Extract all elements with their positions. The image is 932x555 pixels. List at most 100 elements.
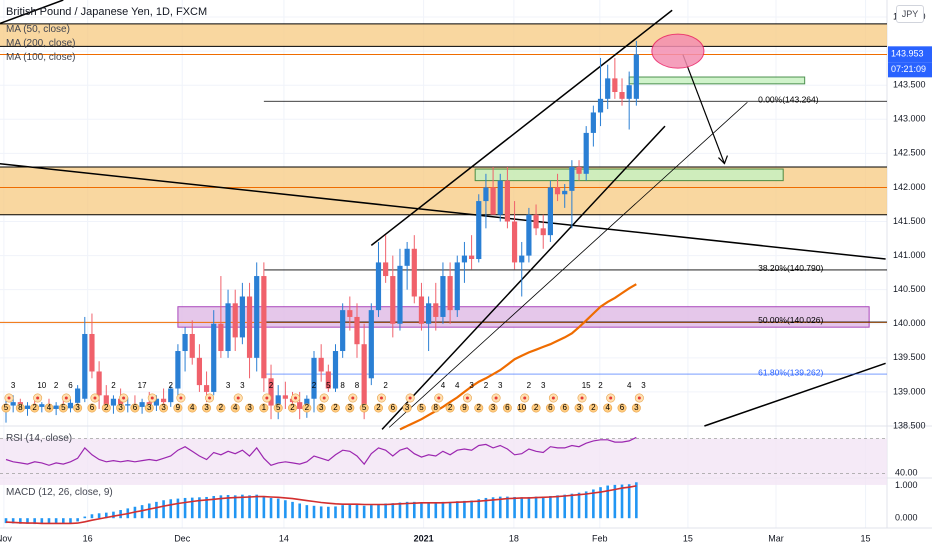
event-marker-dot <box>208 396 212 400</box>
candle-body <box>361 344 367 406</box>
event-marker-label: 5 <box>61 403 66 412</box>
event-marker <box>1 403 11 413</box>
event-marker <box>202 403 212 413</box>
event-count-label: 10 <box>37 381 46 390</box>
event-marker-dot <box>494 396 498 400</box>
event-count-label: 2 <box>269 381 274 390</box>
macd-histogram-bar <box>420 502 423 519</box>
macd-histogram-bar <box>262 495 266 519</box>
legend-ma-200[interactable]: MA (200, close) <box>6 38 76 49</box>
macd-histogram-bar <box>549 495 552 519</box>
candle-body <box>440 276 446 317</box>
macd-histogram-bar <box>370 505 373 519</box>
event-count-label: 3 <box>541 381 546 390</box>
event-marker-label: 4 <box>605 403 610 412</box>
event-count-label: 3 <box>240 381 245 390</box>
candle-body <box>375 262 382 311</box>
candle-body <box>196 357 203 386</box>
candle-body <box>254 276 260 358</box>
legend-macd[interactable]: MACD (12, 26, close, 9) <box>6 487 113 498</box>
event-marker <box>402 403 412 413</box>
event-marker-label: 2 <box>448 403 453 412</box>
macd-histogram-bar <box>40 518 44 524</box>
event-count-label: 2 <box>54 381 59 390</box>
macd-histogram-bar <box>62 518 65 524</box>
event-marker-dot <box>322 396 326 400</box>
candle-body <box>225 303 231 352</box>
candle-body <box>67 402 74 409</box>
event-count-label: 3 <box>498 381 503 390</box>
event-marker-dot <box>236 396 240 400</box>
time-tick-label: 2021 <box>414 533 434 543</box>
event-marker <box>73 403 83 413</box>
event-marker-label: 3 <box>161 403 166 412</box>
candle-body <box>597 98 604 113</box>
candle-body <box>39 404 45 407</box>
event-marker <box>631 403 641 413</box>
candle-body <box>160 398 167 403</box>
macd-histogram-bar <box>341 505 344 519</box>
candle-body <box>533 214 539 229</box>
macd-histogram-bar <box>398 502 402 519</box>
price-tick-label: 143.000 <box>893 114 926 124</box>
event-marker-label: 3 <box>118 403 123 412</box>
event-marker <box>316 403 326 413</box>
last-price-label: 143.953 <box>891 49 924 59</box>
candle-body <box>619 92 625 99</box>
candle-body <box>476 201 482 260</box>
macd-histogram-bar <box>169 499 173 519</box>
macd-histogram-bar <box>47 518 51 524</box>
macd-signal-line <box>5 485 637 525</box>
event-marker-label: 6 <box>548 403 553 412</box>
event-count-label: 8 <box>355 381 360 390</box>
candle-body <box>168 388 174 403</box>
candle-body <box>562 190 568 195</box>
event-count-label: 3 <box>641 381 646 390</box>
event-marker-label: 4 <box>233 403 238 412</box>
macd-histogram-bar <box>355 504 359 519</box>
projection-arrow <box>682 54 726 164</box>
event-marker <box>130 403 140 413</box>
candle-body <box>282 395 288 399</box>
legend-ma-100[interactable]: MA (100, close) <box>6 52 76 63</box>
candle-body <box>275 395 281 406</box>
time-tick-label: 14 <box>279 533 289 543</box>
macd-histogram-bar <box>334 506 337 519</box>
event-marker-label: 6 <box>391 403 396 412</box>
macd-histogram-bar <box>384 503 387 519</box>
candle-body <box>547 187 553 236</box>
macd-histogram-bar <box>520 497 524 519</box>
event-count-label: 2 <box>484 381 489 390</box>
macd-histogram-bar <box>90 514 94 519</box>
event-marker <box>502 403 512 413</box>
event-count-label: 2 <box>598 381 603 390</box>
macd-histogram-bar <box>104 512 108 519</box>
macd-histogram-bar <box>541 496 545 519</box>
price-tick-label: 140.500 <box>893 284 926 294</box>
macd-histogram-bar <box>241 494 244 519</box>
last-price-tag <box>888 46 932 63</box>
event-marker-label: 5 <box>362 403 367 412</box>
macd-histogram-bar <box>620 484 624 519</box>
event-count-label: 4 <box>627 381 632 390</box>
macd-histogram-bar <box>162 500 165 519</box>
macd-histogram-bar <box>319 506 323 519</box>
event-count-label: 8 <box>340 381 345 390</box>
event-marker-dot <box>294 396 298 400</box>
event-marker-label: 2 <box>376 403 381 412</box>
macd-histogram-bar <box>463 500 466 519</box>
event-marker-label: 2 <box>477 403 482 412</box>
event-marker <box>101 403 111 413</box>
legend-rsi[interactable]: RSI (14, close) <box>6 433 73 444</box>
time-tick-label: Mar <box>768 533 784 543</box>
event-count-label: 3 <box>11 381 16 390</box>
macd-histogram-bar <box>534 496 538 519</box>
macd-histogram-bar <box>97 513 101 519</box>
currency-button[interactable]: JPY <box>896 5 924 23</box>
event-marker-label: 6 <box>505 403 510 412</box>
candle-body <box>246 296 253 358</box>
annotation-box <box>628 76 806 85</box>
legend-ma-50[interactable]: MA (50, close) <box>6 24 70 35</box>
event-count-label: 4 <box>455 381 460 390</box>
